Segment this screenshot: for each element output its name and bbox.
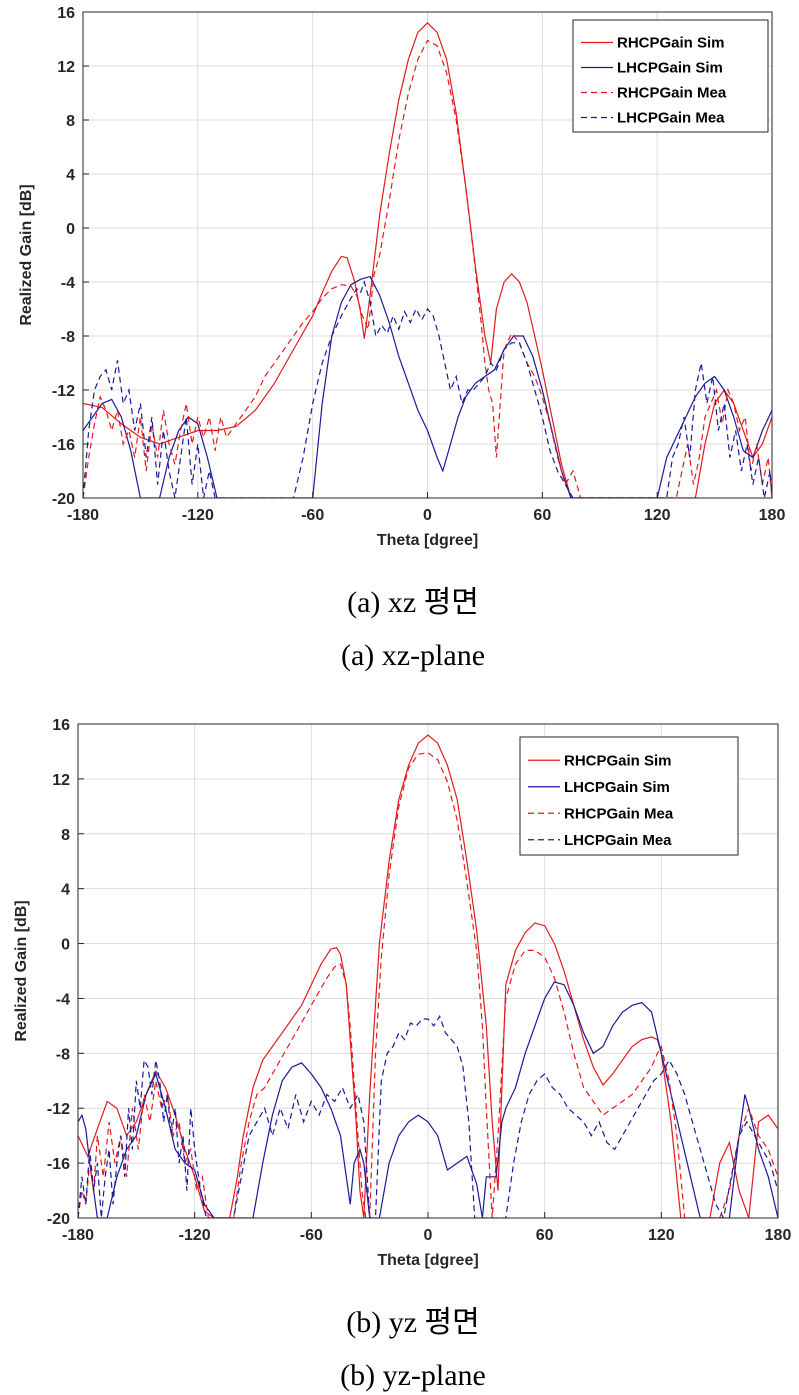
y-tick-label: -8 <box>61 329 75 346</box>
x-tick-label: -180 <box>62 1227 94 1244</box>
legend-entry-label: LHCPGain Mea <box>564 832 672 849</box>
series-line-rhcpgain-sim <box>83 21 772 498</box>
y-tick-label: 8 <box>61 827 70 844</box>
y-axis-label: Realized Gain [dB] <box>18 184 35 325</box>
y-tick-label: -4 <box>56 991 70 1008</box>
series-line-lhcpgain-mea <box>78 1014 778 1218</box>
series-line-rhcpgain-mea <box>83 39 772 498</box>
y-tick-label: 16 <box>57 5 75 22</box>
y-tick-label: 8 <box>66 113 75 130</box>
chart-yz-plane: -180 -120 -60 0 60 120 180 16 12 8 4 0 -4 -8 -12 -16 -20… <box>13 717 791 1269</box>
caption-b-english: (b) yz-plane <box>340 1359 486 1392</box>
y-tick-label: 0 <box>66 221 75 238</box>
series-line-lhcpgain-sim <box>83 275 772 498</box>
y-tick-label: 12 <box>57 59 75 76</box>
legend-entry-label: RHCPGain Mea <box>617 85 727 102</box>
y-tick-label: -4 <box>61 275 75 292</box>
x-tick-label: 180 <box>765 1227 792 1244</box>
series-line-lhcpgain-sim <box>78 981 778 1218</box>
y-tick-label: 0 <box>61 937 70 954</box>
x-axis-label: Theta [dgree] <box>377 532 478 549</box>
series-line-lhcpgain-mea <box>83 280 772 498</box>
x-tick-label: 180 <box>759 507 786 524</box>
x-tick-label: 60 <box>533 507 551 524</box>
y-tick-label: -20 <box>52 491 75 508</box>
legend-entry-label: RHCPGain Sim <box>564 752 672 769</box>
y-tick-label: -16 <box>52 437 75 454</box>
y-tick-label: 16 <box>52 717 70 734</box>
legend-entry-label: RHCPGain Mea <box>564 805 674 822</box>
y-tick-label: -16 <box>47 1156 70 1173</box>
legend-entry-label: LHCPGain Mea <box>617 110 725 127</box>
legend-box <box>572 19 769 133</box>
y-tick-label: 4 <box>66 167 75 184</box>
x-tick-label: 120 <box>648 1227 675 1244</box>
x-tick-label: 60 <box>536 1227 554 1244</box>
x-tick-label: -120 <box>182 507 214 524</box>
y-tick-label: 12 <box>52 772 70 789</box>
caption-a-korean: (a) xz 평면 <box>347 586 479 619</box>
x-tick-label: 0 <box>423 507 432 524</box>
y-tick-label: -12 <box>47 1101 70 1118</box>
legend-entry-label: LHCPGain Sim <box>617 60 723 77</box>
y-tick-label: -20 <box>47 1211 70 1228</box>
y-tick-label: 4 <box>61 882 70 899</box>
x-tick-label: 120 <box>644 507 671 524</box>
caption-b-korean: (b) yz 평면 <box>346 1306 480 1339</box>
x-tick-label: -60 <box>301 507 324 524</box>
x-axis-label: Theta [dgree] <box>377 1252 478 1269</box>
y-tick-label: -8 <box>56 1046 70 1063</box>
x-tick-label: 0 <box>424 1227 433 1244</box>
x-tick-label: -60 <box>300 1227 323 1244</box>
legend-entry-label: RHCPGain Sim <box>617 35 725 52</box>
caption-a-english: (a) xz-plane <box>341 639 485 672</box>
chart-xz-plane: -180 -120 -60 0 60 120 180 16 12 8 4 0 -4 -8 -12 -16 -20… <box>18 5 785 549</box>
legend-entry-label: LHCPGain Sim <box>564 779 670 796</box>
x-tick-label: -120 <box>179 1227 211 1244</box>
y-tick-label: -12 <box>52 383 75 400</box>
y-axis-label: Realized Gain [dB] <box>13 900 30 1041</box>
legend-box <box>519 736 739 856</box>
x-tick-label: -180 <box>67 507 99 524</box>
